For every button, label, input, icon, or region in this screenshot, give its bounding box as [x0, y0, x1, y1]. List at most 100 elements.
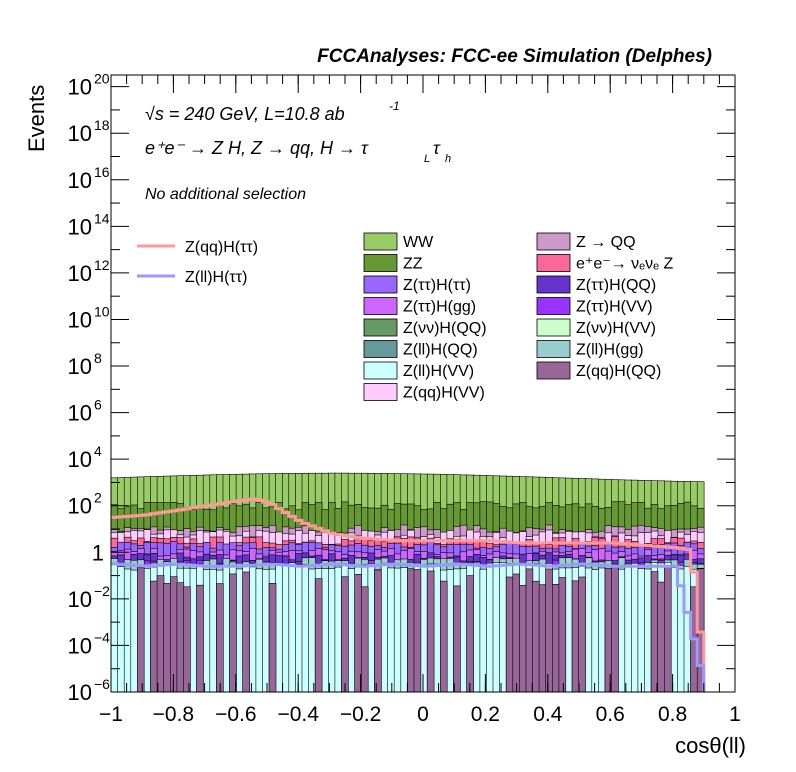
bar-bin	[650, 571, 659, 693]
energy-text: √s = 240 GeV, L=10.8 ab	[145, 104, 345, 124]
bar-bin	[183, 586, 191, 693]
x-tick-label: −0.2	[340, 703, 381, 726]
y-tick-label: 10	[68, 633, 92, 658]
x-tick-label: 0.2	[471, 703, 500, 726]
bar-bin	[637, 568, 646, 693]
bar-bin	[123, 568, 132, 693]
process-sub1: L	[424, 153, 430, 165]
y-tick-exponent: 6	[94, 397, 102, 413]
bar-bin	[255, 568, 264, 693]
bar-bin	[249, 566, 257, 693]
bar-bin	[479, 568, 488, 693]
bar-bin	[242, 571, 250, 693]
bar-bin	[189, 567, 198, 693]
bar-bin	[150, 580, 158, 693]
bar-bin	[426, 570, 435, 693]
legend-swatch	[363, 318, 398, 337]
x-tick-label: 0	[417, 703, 429, 726]
legend-label: ZZ	[403, 256, 423, 273]
x-tick-label: 0.6	[596, 703, 625, 726]
x-tick-label: −0.8	[153, 703, 194, 726]
process-annotation: e⁺e⁻ → Z H, Z → qq, H → τ L τ h	[145, 138, 451, 165]
x-axis-label: cosθ(ll)	[675, 733, 746, 758]
bar-bin	[334, 566, 343, 693]
legend-label: Z(qq)H(VV)	[403, 385, 485, 402]
legend-label: Z(qq)H(ττ)	[185, 239, 258, 256]
bar-bin	[156, 575, 165, 693]
bar-bin	[611, 565, 619, 693]
x-tick-label: 0.4	[533, 703, 563, 726]
bar-bin	[466, 575, 474, 693]
y-tick-exponent: 18	[94, 117, 110, 133]
bar-bin	[598, 567, 606, 693]
bar-bin	[268, 582, 277, 693]
y-tick-exponent: −2	[94, 583, 110, 599]
bar-bin	[347, 568, 356, 693]
y-tick-exponent: 10	[94, 303, 110, 319]
bar-bin	[130, 569, 139, 693]
bar-bin	[565, 567, 573, 693]
legend-label: Z(ll)H(gg)	[576, 342, 644, 359]
bar-bin	[295, 563, 303, 693]
x-tick-label: 1	[729, 703, 741, 726]
bar-bin	[275, 563, 283, 693]
bar-bin	[420, 564, 428, 693]
x-tick-label: −0.4	[277, 703, 319, 726]
bar-bin	[110, 563, 119, 693]
bar-bin	[196, 584, 204, 693]
bar-bin	[281, 565, 290, 693]
y-tick-label: 10	[68, 587, 92, 612]
legend-swatch	[363, 232, 398, 251]
legend-swatch	[536, 340, 571, 358]
y-tick-exponent: 20	[94, 71, 110, 87]
bar-bin	[578, 576, 586, 693]
bar-bin	[505, 576, 514, 693]
y-tick-exponent: −6	[94, 676, 110, 692]
bar-bin	[617, 568, 626, 693]
bar-bin	[472, 563, 481, 693]
y-tick-label: 10	[68, 168, 92, 193]
selection-text: No additional selection	[145, 186, 306, 203]
legend-label: Z → QQ	[576, 234, 636, 251]
axes: −1 −0.8 −0.6 −0.4 −0.2 0 0.2 0.4 0.6 0.8 110−610−4…	[68, 71, 741, 726]
bar-bin	[545, 568, 553, 693]
legend-swatch	[536, 361, 571, 380]
bar-bin	[624, 566, 632, 693]
bar-bin	[301, 564, 310, 693]
bar-bin	[512, 573, 520, 693]
legend-label: Z(ττ)H(ττ)	[403, 277, 471, 294]
bar-bin	[374, 569, 382, 693]
bar-bin	[143, 567, 152, 693]
legend-label: WW	[403, 234, 434, 251]
bar-bin	[216, 583, 224, 693]
bar-bin	[235, 568, 244, 693]
bar-bin	[407, 569, 415, 693]
y-tick-label: 10	[68, 447, 92, 472]
bar-bin	[486, 562, 494, 693]
bar-bin	[492, 562, 501, 693]
bar-bin	[525, 568, 534, 693]
y-tick-label: 10	[68, 307, 92, 332]
bar-bin	[538, 584, 547, 693]
bar-bin	[584, 567, 593, 693]
bar-bin	[209, 569, 218, 693]
bar-bin	[387, 567, 395, 693]
legend-swatch	[536, 275, 571, 294]
bar-bin	[367, 565, 376, 693]
bar-bin	[117, 566, 125, 693]
legend-swatch	[363, 340, 398, 358]
series-z-qq-h-qq-	[137, 565, 705, 693]
legend-label: Z(νν)H(QQ)	[403, 320, 487, 337]
bar-bin	[262, 569, 270, 693]
bar-bin	[321, 568, 329, 693]
bar-bin	[532, 580, 540, 693]
legend-swatch	[363, 361, 398, 380]
bar-bin	[380, 563, 389, 693]
y-tick-exponent: −4	[94, 629, 110, 645]
x-tick-label: −0.6	[215, 703, 256, 726]
signal-lines	[111, 497, 706, 692]
legend-label: Z(νν)H(VV)	[576, 320, 656, 337]
legend-label: Z(ll)H(ττ)	[185, 269, 247, 286]
bar-bin	[288, 562, 296, 693]
